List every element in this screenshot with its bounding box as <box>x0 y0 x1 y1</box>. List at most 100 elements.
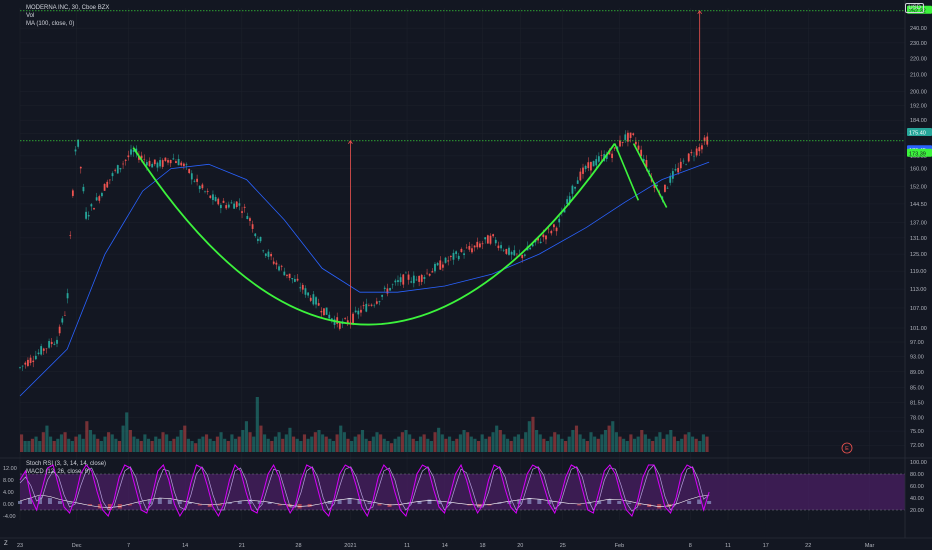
macd-legend[interactable]: MACD (12, 26, close, 9) <box>26 469 91 475</box>
symbol-title[interactable]: MODERNA INC, 30, Cboe BZX <box>26 5 110 11</box>
volume-bar <box>545 441 550 452</box>
time-tick: 25 <box>560 543 566 549</box>
macd-hist-bar <box>447 502 452 504</box>
time-tick: 18 <box>479 543 485 549</box>
volume-bar <box>447 436 452 452</box>
price-axis[interactable]: 240.00 230.00 220.00 210.00 200.00 192.00 184.… <box>3 0 932 538</box>
candle-body <box>275 262 278 265</box>
macd-hist-bar <box>687 501 692 504</box>
volume-bar <box>146 438 151 452</box>
time-axis[interactable]: 23 Dec 7 14 21 28 2021 11 14 18 20 25 Feb 8 11 17 22 Mar <box>0 537 932 550</box>
volume-bar <box>701 434 705 452</box>
volume-bar <box>375 432 379 452</box>
candle-body <box>405 272 407 274</box>
candle-body <box>669 175 672 183</box>
volume-bar <box>379 434 383 452</box>
candle-body <box>249 218 251 221</box>
candle-body <box>452 252 455 260</box>
zoom-button[interactable]: Z <box>4 541 8 547</box>
volume-bar <box>288 427 292 452</box>
candle-body <box>119 168 122 170</box>
volume-bar <box>277 432 281 452</box>
ma-legend[interactable]: MA (100, close, 0) <box>26 21 75 27</box>
candle-body <box>410 281 413 283</box>
volume-bar <box>342 432 346 452</box>
candle-body <box>74 149 77 152</box>
currency-label[interactable]: USD <box>905 3 924 13</box>
macd-hist-bar <box>497 502 502 504</box>
volume-legend[interactable]: Vol <box>26 13 35 19</box>
volume-bar <box>186 438 190 452</box>
candle-body <box>584 165 587 170</box>
candle-body <box>568 196 571 203</box>
volume-bar <box>364 438 368 452</box>
candle-body <box>627 132 629 142</box>
osc-left-tick: 4.00 <box>3 490 14 496</box>
volume-bar <box>20 434 24 452</box>
candle-body <box>180 162 183 166</box>
price-tick: 160.00 <box>910 167 927 173</box>
candle-body <box>122 163 124 165</box>
stoch-legend[interactable]: Stoch RSI (3, 3, 14, 14, close) <box>26 461 107 467</box>
macd-hist-bar <box>327 501 332 504</box>
candle-body <box>402 274 405 285</box>
candle-body <box>309 297 312 301</box>
volume-bar <box>480 434 484 452</box>
macd-hist-bar <box>227 502 232 504</box>
macd-hist-bar <box>18 501 22 504</box>
ma-line <box>19 161 710 397</box>
candle-body <box>50 341 53 345</box>
volume-bars <box>20 397 709 452</box>
candle-body <box>476 241 479 248</box>
candle-body <box>58 326 61 334</box>
macd-hist-bar <box>387 504 392 507</box>
stoch-k-line <box>19 463 710 518</box>
volume-bar <box>157 438 161 452</box>
candle-body <box>375 301 378 304</box>
candle-body <box>238 203 241 206</box>
volume-bar <box>317 430 321 452</box>
volume-bar <box>248 432 252 452</box>
volume-bar <box>622 438 626 452</box>
macd-hist-bar <box>337 499 342 504</box>
macd-hist-bar <box>557 502 562 504</box>
volume-bar <box>647 438 651 452</box>
candle-body <box>523 254 526 256</box>
candle-body <box>27 359 29 366</box>
volume-bar <box>371 436 375 452</box>
candle-body <box>188 168 191 174</box>
candle-body <box>333 319 336 325</box>
candle-body <box>595 159 598 166</box>
price-tick: 144.50 <box>910 202 927 208</box>
volume-bar <box>107 432 111 452</box>
candle-body <box>286 274 288 276</box>
macd-hist-bar <box>577 504 582 506</box>
candle-body <box>328 314 331 319</box>
candle-body <box>320 311 323 313</box>
volume-bar <box>694 438 698 452</box>
candle-body <box>235 201 238 207</box>
candle-body <box>587 162 590 169</box>
volume-bar <box>172 438 176 452</box>
volume-bar <box>244 421 248 452</box>
price-tick: 152.00 <box>910 184 927 190</box>
volume-bar <box>672 436 676 452</box>
volume-bar <box>99 441 103 452</box>
volume-bar <box>553 432 557 452</box>
candle-body <box>82 186 85 192</box>
candle-body <box>444 257 447 263</box>
candle-body <box>198 185 201 190</box>
price-tick: 200.00 <box>910 89 927 95</box>
macd-hist-bar <box>57 501 62 504</box>
volume-bar <box>582 438 586 452</box>
volume-bar <box>313 432 317 452</box>
volume-bar <box>440 434 444 452</box>
candle-body <box>426 272 428 274</box>
candle-body <box>293 279 296 282</box>
price-tick: 81.50 <box>910 400 924 406</box>
macd-line <box>19 494 710 508</box>
volume-bar <box>284 434 288 452</box>
macd-hist-bar <box>187 502 192 504</box>
moving-average-line <box>19 161 710 397</box>
